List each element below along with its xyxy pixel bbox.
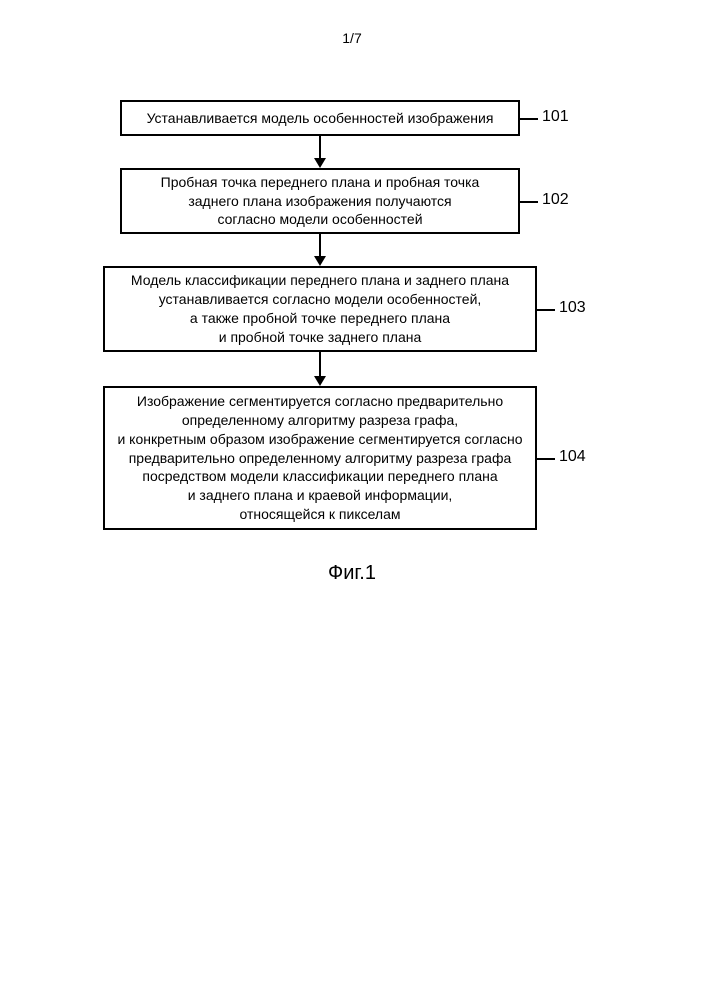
page-number: 1/7 (0, 30, 704, 46)
ref-tick-1 (520, 118, 538, 120)
flow-step-2-text: Пробная точка переднего плана и пробная … (161, 173, 480, 230)
flow-arrow-3 (300, 352, 340, 388)
ref-tick-2 (520, 201, 538, 203)
ref-tick-3 (537, 309, 555, 311)
flow-step-3-text: Модель классификации переднего плана и з… (131, 271, 509, 347)
flow-arrow-2 (300, 234, 340, 268)
flow-step-4: Изображение сегментируется согласно пред… (103, 386, 537, 530)
flow-step-4-text: Изображение сегментируется согласно пред… (117, 392, 522, 524)
ref-tick-4 (537, 458, 555, 460)
ref-label-4: 104 (559, 448, 586, 466)
flow-step-1: Устанавливается модель особенностей изоб… (120, 100, 520, 136)
flow-step-3: Модель классификации переднего плана и з… (103, 266, 537, 352)
figure-caption: Фиг.1 (0, 562, 704, 585)
page: 1/7 Устанавливается модель особенностей … (0, 0, 704, 999)
ref-label-2: 102 (542, 191, 569, 209)
ref-label-3: 103 (559, 299, 586, 317)
flow-arrow-1 (300, 136, 340, 170)
flow-step-1-text: Устанавливается модель особенностей изоб… (147, 109, 494, 128)
flow-step-2: Пробная точка переднего плана и пробная … (120, 168, 520, 234)
ref-label-1: 101 (542, 108, 569, 126)
